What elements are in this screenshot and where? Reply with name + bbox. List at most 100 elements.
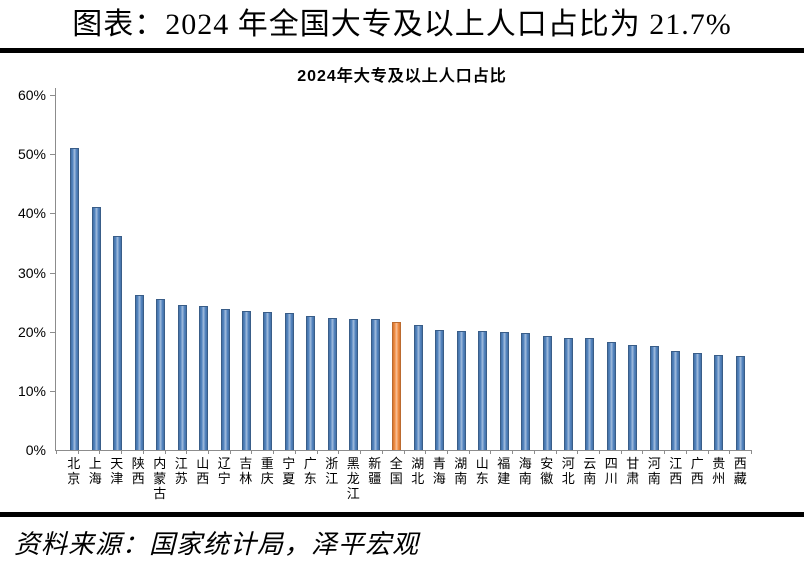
bar-slot	[408, 95, 429, 450]
x-tick-mark	[56, 450, 57, 454]
x-tick-mark	[425, 450, 427, 454]
x-tick-mark	[533, 450, 535, 454]
bar	[220, 308, 230, 450]
bar-slot	[386, 95, 407, 450]
x-tick-label: 新 疆	[368, 456, 382, 486]
x-tick-mark	[142, 450, 144, 454]
x-tick-mark	[273, 450, 275, 454]
y-tick-label: 20%	[17, 323, 46, 340]
y-tick-label: 40%	[17, 205, 46, 222]
bar	[284, 312, 294, 450]
bar-slot	[64, 95, 85, 450]
bar	[671, 351, 681, 450]
bar-slot	[515, 95, 536, 450]
bar-slot	[257, 95, 278, 450]
bar-slot	[558, 95, 579, 450]
x-tick-mark	[664, 450, 666, 454]
x-tick-label: 河 南	[647, 456, 661, 486]
highlight-bar	[392, 321, 402, 450]
x-tick-label: 江 苏	[174, 456, 188, 486]
bar	[70, 148, 80, 450]
x-tick-label: 湖 北	[411, 456, 425, 486]
bar	[628, 344, 638, 450]
bar-slot	[300, 95, 321, 450]
x-tick-mark	[620, 450, 622, 454]
bar-slot	[322, 95, 343, 450]
x-tick-mark	[294, 450, 296, 454]
bar-slot	[107, 95, 128, 450]
plot-area: 60% 50% 40% 30% 20% 10% 0%	[18, 87, 752, 458]
bar	[113, 235, 123, 450]
x-tick-label: 全 国	[389, 456, 403, 486]
bar	[327, 318, 337, 450]
bar	[542, 336, 552, 450]
bar	[156, 299, 166, 450]
bar-slot	[687, 95, 708, 450]
chart-title: 2024年大专及以上人口占比	[297, 68, 507, 85]
chart-region: 60% 50% 40% 30% 20% 10% 0%	[18, 87, 752, 458]
page-title: 图表：2024 年全国大专及以上人口占比为 21.7%	[72, 8, 732, 41]
bar	[714, 355, 724, 450]
x-tick-mark	[99, 450, 101, 454]
y-tick-label: 60%	[17, 87, 46, 103]
y-tick-mark	[50, 95, 56, 96]
x-tick-mark	[186, 450, 188, 454]
bar	[413, 325, 423, 450]
x-tick-mark	[121, 450, 123, 454]
x-tick-label: 天 津	[110, 456, 124, 486]
bar-slot	[601, 95, 622, 450]
x-tick-mark	[229, 450, 231, 454]
x-tick-mark	[360, 450, 362, 454]
x-tick-mark	[707, 450, 709, 454]
x-tick-mark	[164, 450, 166, 454]
x-tick-label: 云 南	[583, 456, 597, 486]
bar-slot	[450, 95, 471, 450]
source-note: 资料来源：国家统计局，泽平宏观	[14, 530, 420, 559]
bar	[370, 318, 380, 450]
bars-row	[56, 95, 751, 450]
bar	[435, 330, 445, 450]
bar-slot	[128, 95, 149, 450]
x-tick-mark	[555, 450, 557, 454]
y-tick-label: 30%	[17, 264, 46, 281]
bar-slot	[472, 95, 493, 450]
bar-slot	[343, 95, 364, 450]
x-tick-label: 福 建	[497, 456, 511, 486]
bar-slot	[214, 95, 235, 450]
x-tick-mark	[381, 450, 383, 454]
bar	[692, 352, 702, 450]
x-tick-mark	[577, 450, 579, 454]
bar	[199, 305, 209, 450]
x-tick-label: 山 西	[196, 456, 210, 486]
x-tick-label: 上 海	[88, 456, 102, 486]
x-tick-label: 安 徽	[540, 456, 554, 486]
bar-slot	[536, 95, 557, 450]
x-tick-label: 湖 南	[454, 456, 468, 486]
bar-slot	[579, 95, 600, 450]
bar	[649, 345, 659, 450]
bar-slot	[150, 95, 171, 450]
bar	[456, 331, 466, 450]
bar-slot	[193, 95, 214, 450]
y-tick-label: 50%	[17, 146, 46, 163]
bar	[349, 318, 359, 450]
x-tick-mark	[446, 450, 448, 454]
x-tick-mark	[316, 450, 318, 454]
x-tick-label: 辽 宁	[217, 456, 231, 486]
bar	[735, 355, 745, 450]
x-tick-label: 宁 夏	[282, 456, 296, 486]
y-tick-mark	[50, 154, 56, 156]
x-tick-label: 吉 林	[239, 456, 253, 486]
x-tick-label: 江 西	[669, 456, 683, 486]
bar-slot	[85, 95, 106, 450]
chart: 2024年大专及以上人口占比 60% 50% 40% 30% 20% 10% 0% 北 京上…	[0, 62, 804, 501]
x-tick-mark	[403, 450, 405, 454]
x-tick-mark	[512, 450, 514, 454]
y-tick-mark	[50, 390, 56, 392]
bottom-divider-rule	[0, 512, 804, 517]
y-tick-mark	[50, 213, 56, 215]
top-divider-rule	[0, 48, 804, 53]
bar	[306, 315, 316, 450]
x-tick-label: 甘 肃	[626, 456, 640, 486]
bar-slot	[665, 95, 686, 450]
